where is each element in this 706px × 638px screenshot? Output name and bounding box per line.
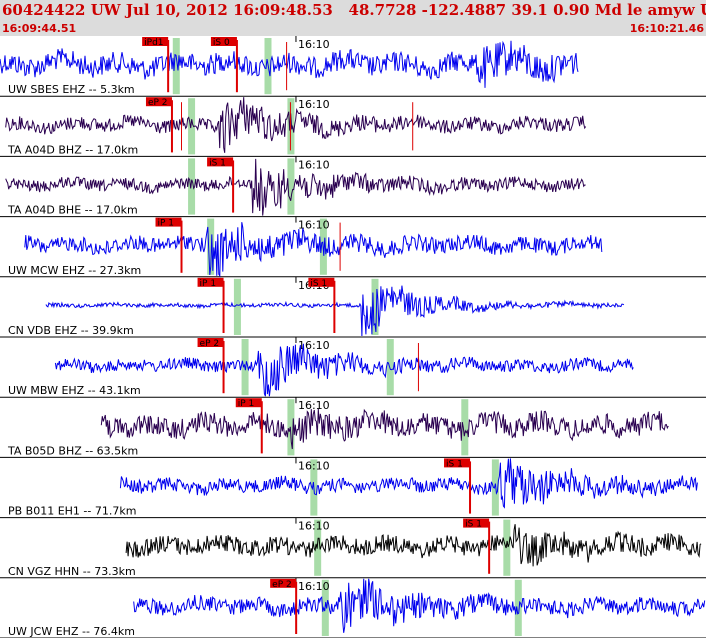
phase-pick-flag — [444, 458, 471, 468]
station-label: TA A04D BHE -- 17.0km — [7, 204, 138, 217]
minute-tick-label: 16:10 — [298, 98, 330, 111]
phase-pick-flag — [197, 277, 224, 287]
trace-row: 16:10 iPd1 iS 0 UW SBES EHZ -- 5.3km — [0, 36, 706, 97]
waveform — [125, 524, 702, 567]
phase-pick-label: eP 2 — [272, 580, 292, 590]
station-label: CN VDB EHZ -- 39.9km — [8, 324, 134, 337]
waveform — [133, 578, 706, 633]
phase-band — [233, 278, 241, 335]
waveform — [100, 408, 669, 450]
waveform — [119, 458, 698, 509]
phase-pick-flag — [463, 518, 490, 528]
phase-pick-label: iS 1 — [465, 520, 482, 530]
event-title: 60424422 UW Jul 10, 2012 16:09:48.53 48.… — [2, 1, 706, 19]
phase-pick-label: iP 1 — [158, 219, 175, 229]
phase-pick-label: iP 1 — [200, 279, 217, 289]
station-label: UW MBW EHZ -- 43.1km — [8, 384, 141, 397]
waveform — [5, 97, 587, 153]
phase-band — [188, 158, 196, 215]
trace-row: 16:10 iP 1 UW MCW EHZ -- 27.3km — [0, 216, 706, 278]
phase-band — [386, 339, 394, 396]
minute-tick-label: 16:10 — [298, 520, 330, 533]
phase-pick-flag — [207, 157, 234, 167]
waveform — [24, 222, 603, 278]
phase-band — [287, 399, 295, 456]
station-label: PB B011 EH1 -- 71.7km — [8, 505, 136, 518]
phase-pick-flag — [308, 277, 335, 287]
phase-pick-flag — [210, 37, 237, 46]
phase-pick-flag — [235, 398, 262, 408]
phase-band — [207, 218, 215, 275]
station-label: UW JCW EHZ -- 76.4km — [8, 625, 135, 638]
minute-tick-label: 16:10 — [298, 219, 330, 232]
minute-tick-label: 16:10 — [298, 580, 330, 593]
phase-pick-label: iS 1 — [209, 158, 226, 168]
phase-pick-label: iS 0 — [213, 38, 230, 48]
phase-pick-label: iPd1 — [144, 38, 163, 48]
phase-pick-label: iS 1 — [310, 279, 327, 289]
end-time-label: 16:10:21.46 — [629, 22, 704, 35]
phase-band — [503, 519, 511, 576]
minute-tick-label: 16:10 — [298, 399, 330, 412]
minute-tick-label: 16:10 — [298, 38, 330, 51]
station-label: TA B05D BHZ -- 63.5km — [7, 444, 138, 457]
phase-band — [371, 278, 379, 335]
station-label: UW MCW EHZ -- 27.3km — [8, 264, 141, 277]
start-time-label: 16:09:44.51 — [2, 22, 77, 35]
phase-pick-flag — [142, 37, 169, 46]
trace-row: 16:10 eP 2 UW MBW EHZ -- 43.1km — [0, 337, 706, 398]
station-label: TA A04D BHZ -- 17.0km — [7, 143, 138, 156]
phase-band — [188, 98, 196, 155]
minute-tick-label: 16:10 — [298, 158, 330, 171]
phase-pick-label: eP 2 — [200, 339, 220, 349]
minute-tick-label: 16:10 — [298, 339, 330, 352]
phase-pick-label: iP 1 — [238, 399, 255, 409]
waveform — [5, 158, 586, 216]
waveform — [54, 343, 634, 397]
phase-pick-flag — [197, 338, 224, 347]
phase-band — [287, 158, 295, 215]
phase-pick-flag — [145, 97, 172, 107]
waveform — [0, 40, 579, 88]
phase-pick-label: eP 2 — [148, 98, 168, 108]
station-label: UW SBES EHZ -- 5.3km — [8, 83, 135, 96]
trace-row: 16:10 eP 2 UW JCW EHZ -- 76.4km — [0, 577, 706, 638]
station-label: CN VGZ HHN -- 73.3km — [8, 565, 136, 578]
event-header: 60424422 UW Jul 10, 2012 16:09:48.53 48.… — [0, 0, 706, 36]
trace-row: 16:10 iS 1 CN VGZ HHN -- 73.3km — [0, 517, 706, 579]
phase-pick-flag — [155, 217, 182, 227]
phase-band — [461, 399, 469, 456]
phase-band — [514, 579, 522, 636]
phase-pick-flag — [270, 578, 297, 588]
trace-row: 16:10 iP 1 TA B05D BHZ -- 63.5km — [0, 397, 706, 458]
trace-row: 16:10 iS 1 TA A04D BHE -- 17.0km — [0, 156, 706, 218]
phase-band — [172, 38, 180, 95]
minute-tick-label: 16:10 — [298, 459, 330, 472]
trace-row: 16:10 eP 2 TA A04D BHZ -- 17.0km — [0, 96, 706, 157]
trace-row: 16:10 iS 1 PB B011 EH1 -- 71.7km — [0, 457, 706, 519]
trace-plot: 16:10 iPd1 iS 0 UW SBES EHZ -- 5.3km 16:10 eP… — [0, 36, 706, 638]
phase-pick-label: iS 1 — [446, 459, 463, 469]
